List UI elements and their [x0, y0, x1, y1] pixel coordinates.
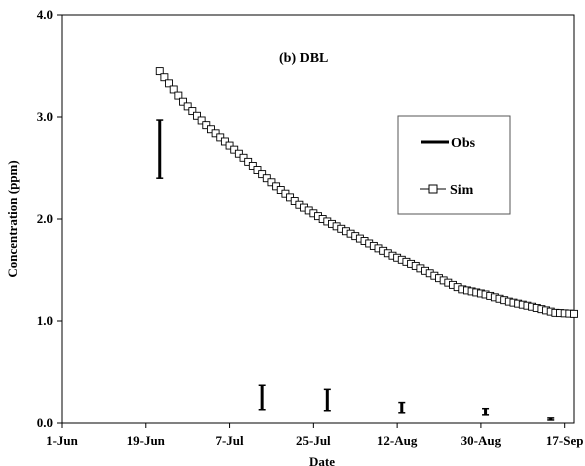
sim-marker — [234, 149, 243, 158]
x-tick-label: 30-Aug — [461, 433, 502, 448]
sim-marker — [202, 121, 211, 130]
x-axis: 1-Jun 19-Jun 7-Jul 25-Jul 12-Aug 30-Aug 17-Sep — [46, 423, 583, 448]
sim-marker — [193, 111, 201, 120]
legend-obs-label: Obs — [451, 136, 476, 151]
x-tick-label: 19-Jun — [127, 433, 166, 448]
y-tick-label: 4.0 — [37, 7, 53, 22]
y-tick-label: 3.0 — [37, 109, 53, 124]
sim-marker — [211, 129, 220, 138]
legend-sim-marker — [428, 184, 438, 194]
sim-marker — [258, 170, 267, 179]
y-tick-label: 1.0 — [37, 313, 53, 328]
sim-marker — [267, 178, 276, 187]
y-axis: 0.0 1.0 2.0 3.0 4.0 — [37, 7, 62, 430]
sim-series — [155, 67, 578, 318]
y-tick-label: 2.0 — [37, 211, 53, 226]
plot-title: (b) DBL — [279, 51, 328, 66]
sim-marker — [206, 125, 215, 134]
sim-marker — [216, 133, 225, 142]
y-axis-title: Concentration (ppm) — [5, 160, 20, 277]
x-tick-label: 1-Jun — [46, 433, 79, 448]
sim-marker — [183, 102, 192, 111]
x-tick-label: 12-Aug — [377, 433, 418, 448]
sim-marker — [188, 107, 197, 116]
legend-box — [397, 115, 511, 215]
y-tick-label: 0.0 — [37, 415, 53, 430]
legend: Obs Sim — [397, 115, 511, 215]
x-axis-title: Date — [309, 454, 335, 466]
sim-marker — [160, 73, 169, 82]
sim-marker — [174, 91, 183, 100]
sim-marker — [165, 79, 174, 88]
sim-marker — [220, 137, 229, 146]
sim-marker — [179, 97, 187, 106]
sim-marker — [197, 116, 206, 125]
x-tick-label: 25-Jul — [296, 433, 331, 448]
sim-marker — [262, 174, 271, 183]
sim-marker — [244, 157, 253, 166]
sim-marker — [570, 309, 578, 318]
sim-marker — [248, 162, 257, 170]
sim-marker — [239, 153, 248, 162]
x-tick-label: 17-Sep — [546, 433, 584, 448]
legend-sim-label: Sim — [450, 183, 474, 198]
sim-marker — [225, 141, 234, 150]
obs-series — [156, 119, 555, 421]
sim-marker — [155, 67, 164, 76]
sim-marker — [253, 166, 262, 174]
x-tick-label: 7-Jul — [215, 433, 244, 448]
sim-marker — [169, 85, 178, 94]
sim-marker — [230, 145, 239, 154]
